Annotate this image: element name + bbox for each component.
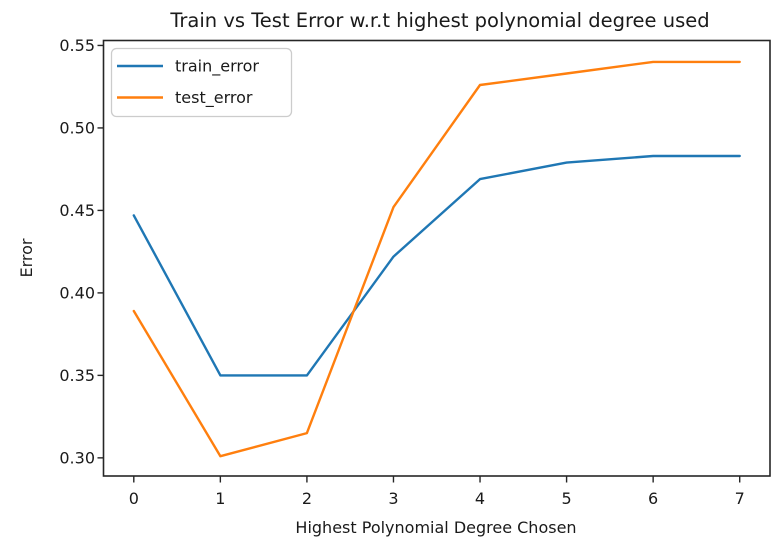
chart-title: Train vs Test Error w.r.t highest polyno… [169, 9, 709, 32]
y-tick-label: 0.55 [59, 36, 95, 55]
y-tick-label: 0.40 [59, 283, 95, 302]
legend-label-train-error: train_error [175, 57, 259, 77]
y-tick-label: 0.30 [59, 448, 95, 467]
x-tick-label: 3 [388, 489, 398, 508]
y-tick-label: 0.35 [59, 366, 95, 385]
test_error-line [132, 60, 741, 458]
x-tick-label: 6 [648, 489, 658, 508]
x-tick-label: 1 [215, 489, 225, 508]
plot-area [102, 39, 771, 477]
x-tick-label: 4 [475, 489, 485, 508]
x-tick-label: 7 [735, 489, 745, 508]
y-tick-label: 0.50 [59, 118, 95, 137]
y-axis-ticks: 0.30 0.35 0.40 0.45 0.50 0.55 [59, 36, 104, 467]
train_error-line [132, 154, 741, 377]
y-tick-label: 0.45 [59, 201, 95, 220]
y-axis-label: Error [17, 238, 36, 277]
x-tick-label: 0 [129, 489, 139, 508]
x-axis-label: Highest Polynomial Degree Chosen [295, 518, 576, 537]
x-tick-label: 5 [561, 489, 571, 508]
x-tick-label: 2 [302, 489, 312, 508]
legend-label-test-error: test_error [175, 88, 253, 108]
legend: train_error test_error [110, 47, 293, 118]
x-axis-ticks: 0 1 2 3 4 5 6 7 [129, 476, 745, 508]
series-lines [132, 60, 741, 458]
